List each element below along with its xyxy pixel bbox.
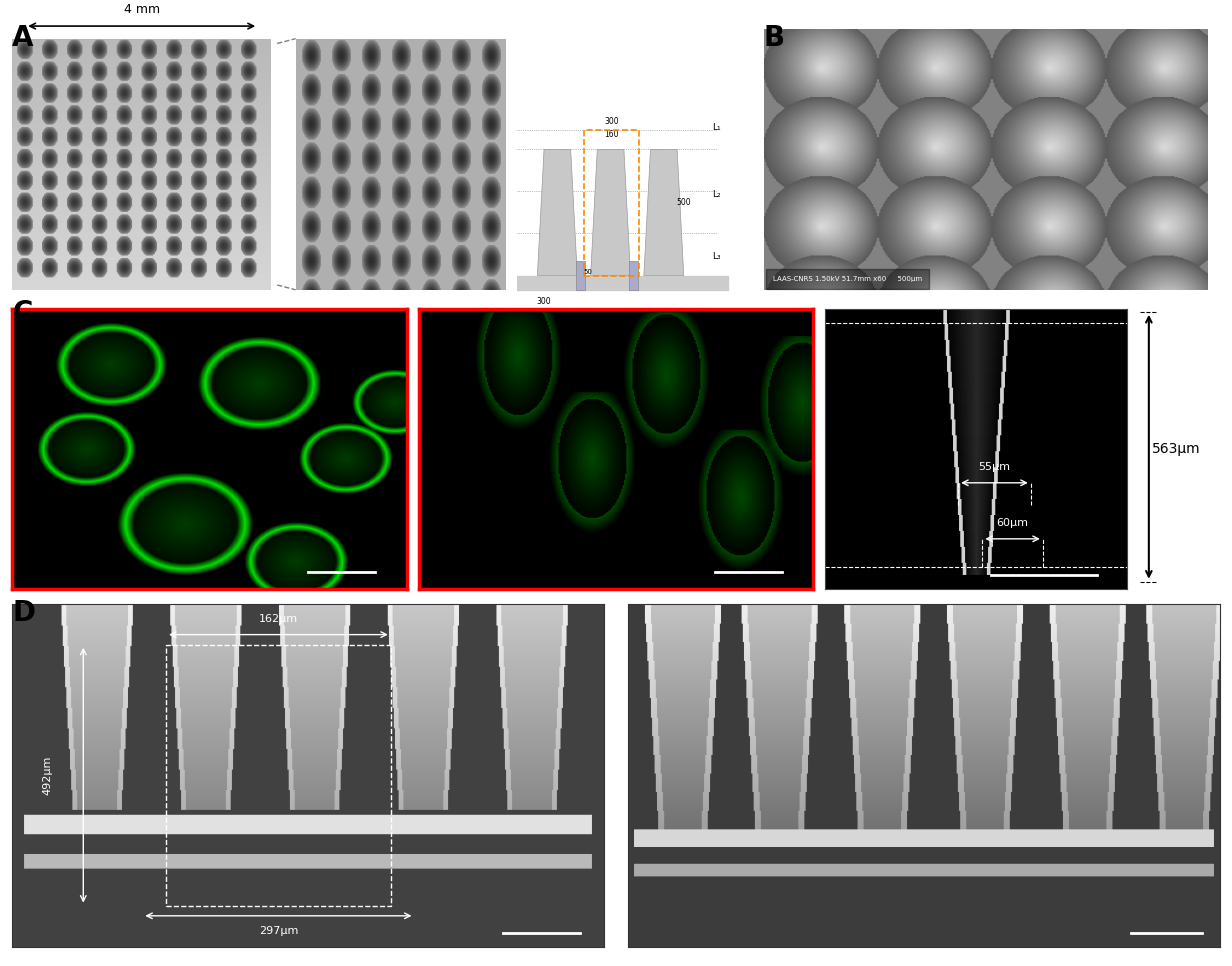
Text: 60µm: 60µm <box>997 518 1029 527</box>
Polygon shape <box>537 150 578 275</box>
Text: L₁: L₁ <box>712 123 721 131</box>
Text: 162µm: 162µm <box>259 614 298 624</box>
Polygon shape <box>630 262 638 290</box>
Text: C: C <box>12 299 33 327</box>
Text: 300: 300 <box>537 297 552 305</box>
Text: L₂: L₂ <box>712 190 721 199</box>
Text: 50: 50 <box>584 270 593 275</box>
Text: 492µm: 492µm <box>43 755 53 795</box>
Polygon shape <box>577 262 585 290</box>
Polygon shape <box>644 150 684 275</box>
Text: D: D <box>12 599 36 627</box>
Text: L₃: L₃ <box>712 252 721 261</box>
Bar <box>166 645 391 905</box>
Text: A: A <box>12 24 33 52</box>
Text: 297µm: 297µm <box>259 926 298 936</box>
Text: 563µm: 563µm <box>1152 442 1200 456</box>
Text: 160: 160 <box>605 129 618 139</box>
Text: B: B <box>764 24 785 52</box>
Text: 55µm: 55µm <box>978 462 1010 471</box>
Text: 300: 300 <box>605 117 618 127</box>
Bar <box>584 129 639 275</box>
Text: 4 mm: 4 mm <box>123 3 160 16</box>
Text: LAAS-CNRS 1.50kV 51.7mm x60     500μm: LAAS-CNRS 1.50kV 51.7mm x60 500μm <box>772 276 922 282</box>
Polygon shape <box>517 275 728 290</box>
Polygon shape <box>590 150 631 275</box>
Text: 500: 500 <box>676 198 691 208</box>
